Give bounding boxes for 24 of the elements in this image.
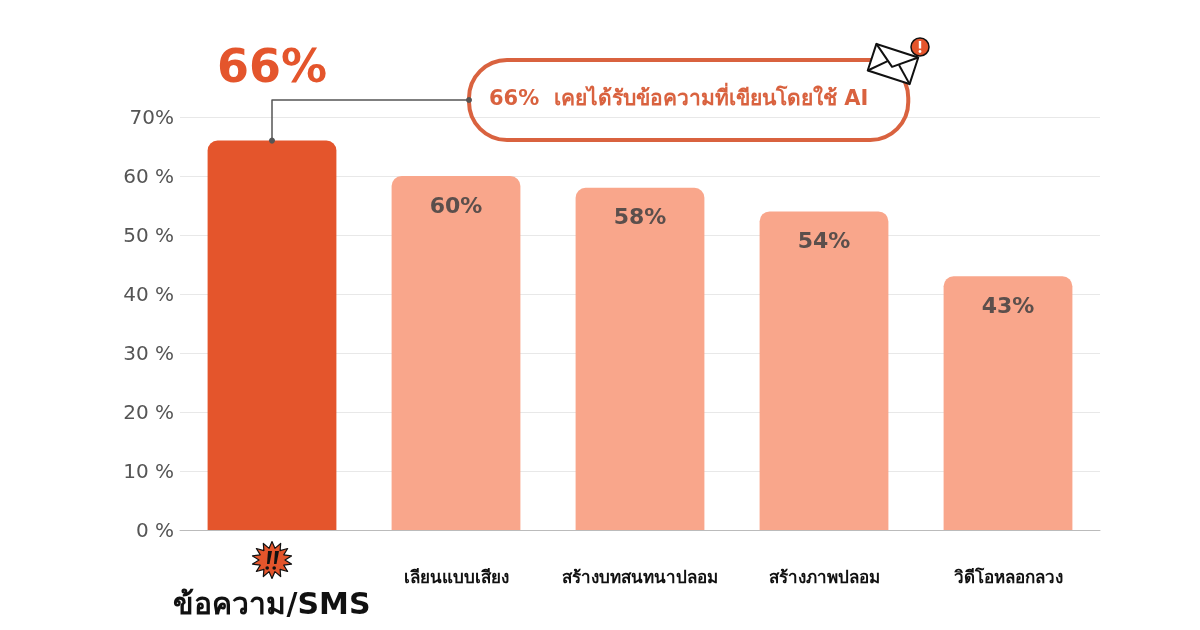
- x-tick-label: วิดีโอหลอกลวง: [953, 566, 1063, 587]
- y-tick-label: 70%: [129, 105, 174, 129]
- y-tick-label: 0 %: [135, 518, 174, 542]
- data-label: 60%: [429, 192, 483, 218]
- bar: [943, 276, 1073, 530]
- data-label: 58%: [613, 204, 667, 230]
- annotation: 66% เคยได้รับข้อความที่เขียนโดยใช้ AI: [489, 82, 869, 110]
- data-label: 66%: [216, 38, 328, 93]
- x-tick-label: เลียนแบบเสียง: [403, 566, 509, 587]
- y-tick-label: 10 %: [123, 459, 174, 483]
- bar: [207, 140, 337, 530]
- x-tick-label: ข้อความ/SMS: [173, 585, 371, 621]
- bar: [391, 176, 521, 530]
- y-tick-label: 60 %: [123, 164, 174, 188]
- bar: [759, 211, 889, 530]
- x-tick-label: สร้างภาพปลอม: [768, 566, 880, 587]
- bar: [575, 187, 705, 530]
- y-tick-label: 20 %: [123, 400, 174, 424]
- data-label: 43%: [981, 292, 1035, 318]
- y-tick-label: 30 %: [123, 341, 174, 365]
- y-tick-label: 40 %: [123, 282, 174, 306]
- y-tick-label: 50 %: [123, 223, 174, 247]
- data-label: 54%: [797, 227, 851, 253]
- x-tick-label: สร้างบทสนทนาปลอม: [562, 566, 718, 587]
